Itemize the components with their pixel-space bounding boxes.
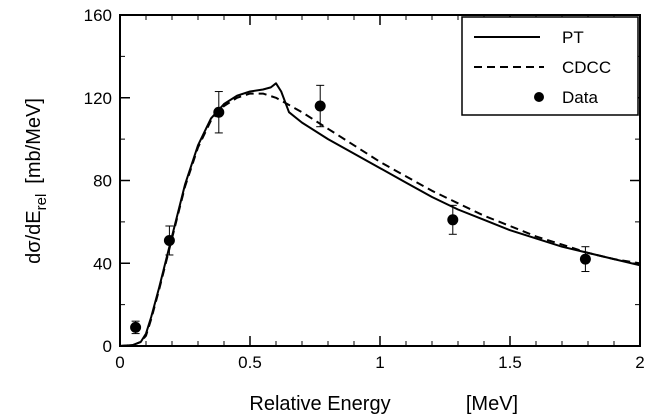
y-tick-label: 40 bbox=[93, 254, 112, 273]
x-axis-title: Relative Energy bbox=[249, 393, 390, 415]
data-point bbox=[163, 234, 175, 246]
data-point bbox=[130, 321, 142, 333]
y-axis-title-unit: [mb/MeV] bbox=[23, 98, 45, 184]
x-tick-label: 0.5 bbox=[238, 353, 262, 372]
legend-label-cdcc: CDCC bbox=[562, 58, 611, 77]
series-line-cdcc bbox=[119, 92, 641, 347]
y-tick-label: 160 bbox=[84, 6, 112, 25]
plot-frame bbox=[119, 14, 641, 347]
legend: PT CDCC Data bbox=[461, 16, 639, 116]
y-tick-label: 0 bbox=[103, 337, 112, 356]
data-point bbox=[579, 253, 591, 265]
series-line-pt bbox=[119, 82, 641, 347]
y-tick-label: 80 bbox=[93, 172, 112, 191]
x-tick-label: 1 bbox=[375, 353, 384, 372]
x-tick-label: 2 bbox=[635, 353, 644, 372]
legend-label-data: Data bbox=[562, 88, 598, 107]
legend-marker-data bbox=[534, 92, 544, 102]
data-point bbox=[213, 106, 225, 118]
y-axis-title: dσ/dErel [mb/MeV] bbox=[23, 98, 50, 264]
x-tick-label: 0 bbox=[115, 353, 124, 372]
x-axis-unit: [MeV] bbox=[466, 393, 518, 415]
data-point bbox=[447, 214, 459, 226]
data-point bbox=[314, 100, 326, 112]
x-tick-label: 1.5 bbox=[498, 353, 522, 372]
axis-ticks: 0 0.5 1 1.5 2 0 40 80 120 160 bbox=[84, 6, 645, 372]
legend-label-pt: PT bbox=[562, 28, 584, 47]
svg-text:dσ/dErel[mb/MeV]: dσ/dErel [mb/MeV] bbox=[23, 98, 50, 264]
y-axis-title-sub: rel bbox=[33, 194, 50, 211]
y-axis-title-main: dσ/dE bbox=[23, 210, 45, 264]
y-tick-label: 120 bbox=[84, 89, 112, 108]
plot-area bbox=[119, 82, 641, 347]
